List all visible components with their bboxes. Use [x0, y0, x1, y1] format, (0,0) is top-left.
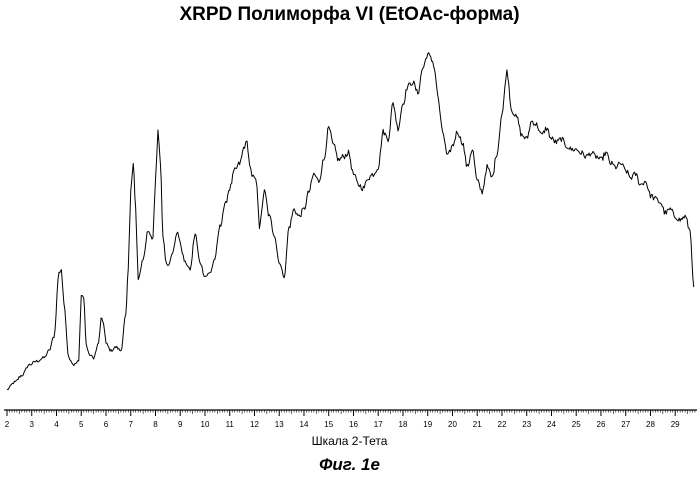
x-tick-label: 16	[349, 420, 358, 429]
x-tick-label: 25	[572, 420, 581, 429]
x-tick-label: 7	[129, 420, 134, 429]
x-tick-label: 9	[178, 420, 183, 429]
x-tick-label: 28	[646, 420, 655, 429]
x-tick-label: 2	[5, 420, 10, 429]
x-tick-label: 20	[448, 420, 457, 429]
x-tick-label: 26	[597, 420, 606, 429]
x-tick-label: 14	[300, 420, 309, 429]
x-tick-label: 27	[621, 420, 630, 429]
x-tick-label: 8	[153, 420, 158, 429]
x-tick-label: 29	[671, 420, 680, 429]
x-tick-label: 21	[473, 420, 482, 429]
x-tick-label: 3	[30, 420, 35, 429]
x-tick-label: 19	[423, 420, 432, 429]
x-axis-label: Шкала 2-Тета	[0, 434, 699, 448]
series-group	[7, 53, 694, 390]
x-tick-label: 23	[522, 420, 531, 429]
x-tick-label: 12	[250, 420, 259, 429]
series-line	[7, 53, 694, 390]
x-tick-label: 6	[104, 420, 109, 429]
x-tick-label: 11	[226, 420, 235, 429]
x-tick-label: 10	[201, 420, 210, 429]
x-tick-label: 5	[79, 420, 84, 429]
x-tick-label: 15	[324, 420, 333, 429]
figure-caption: Фиг. 1е	[0, 455, 699, 475]
x-tick-label: 24	[547, 420, 556, 429]
x-tick-label: 22	[498, 420, 507, 429]
x-tick-label: 18	[399, 420, 408, 429]
x-axis: 2345678910111213141516171819202122232425…	[4, 410, 697, 429]
x-tick-label: 4	[54, 420, 59, 429]
x-tick-label: 13	[275, 420, 284, 429]
x-tick-label: 17	[374, 420, 383, 429]
